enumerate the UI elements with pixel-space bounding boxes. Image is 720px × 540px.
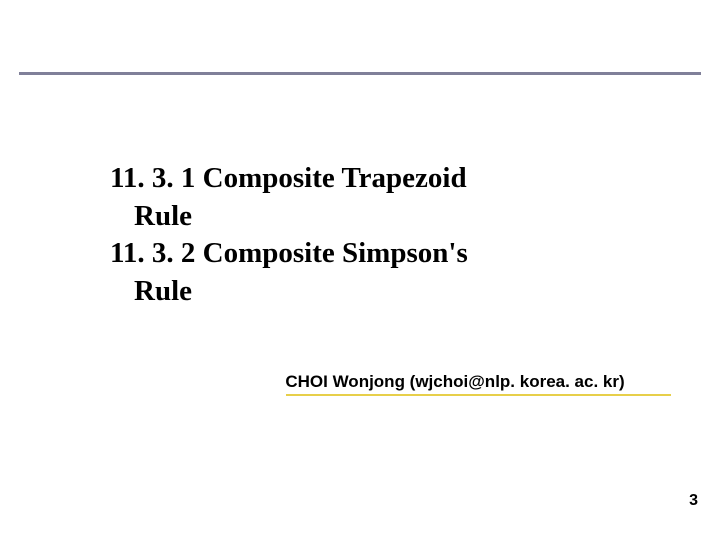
section-heading-1: 11. 3. 1 Composite Trapezoid Rule (110, 160, 600, 235)
author-line: CHOI Wonjong (wjchoi@nlp. korea. ac. kr) (0, 372, 720, 392)
content-area: 11. 3. 1 Composite Trapezoid Rule 11. 3.… (110, 160, 600, 311)
page-number: 3 (689, 492, 698, 510)
heading-2-line2: Rule (110, 273, 600, 311)
author-text: CHOI Wonjong (wjchoi@nlp. korea. ac. kr) (95, 372, 624, 392)
section-heading-2: 11. 3. 2 Composite Simpson's Rule (110, 235, 600, 310)
author-underline (286, 394, 671, 396)
heading-2-line1: 11. 3. 2 Composite Simpson's (110, 237, 468, 269)
top-divider (19, 72, 701, 75)
heading-1-line1: 11. 3. 1 Composite Trapezoid (110, 162, 467, 194)
heading-1-line2: Rule (110, 198, 600, 236)
